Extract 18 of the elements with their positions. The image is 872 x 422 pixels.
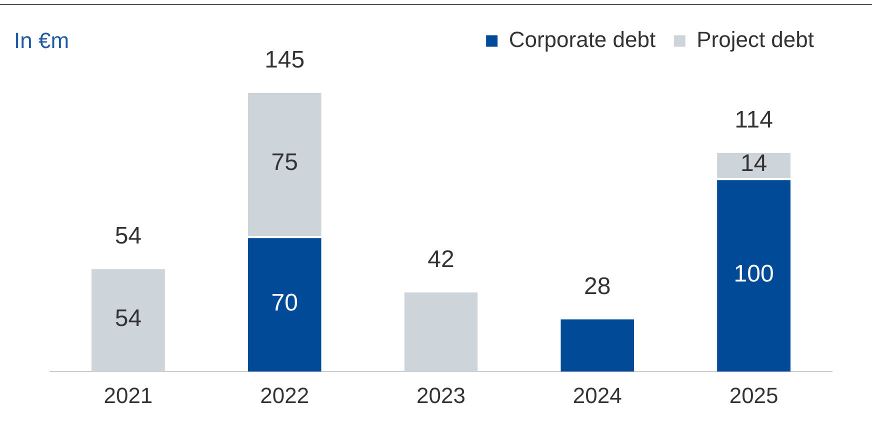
total-label: 28: [584, 273, 611, 300]
data-label: 14: [740, 150, 768, 178]
data-label: 70: [271, 290, 298, 316]
x-tick-label: 2022: [260, 382, 310, 408]
x-tick-label: 2023: [416, 382, 466, 408]
x-tick-label: 2025: [729, 382, 778, 408]
x-tick-label: 2024: [572, 382, 622, 408]
data-label: 75: [271, 149, 298, 176]
total-label: 145: [264, 46, 305, 74]
total-label: 114: [734, 106, 773, 134]
total-label: 54: [114, 222, 142, 250]
legend-label: Project debt: [696, 27, 814, 52]
total-label: 42: [428, 246, 454, 273]
legend-label: Corporate debt: [508, 27, 656, 52]
x-tick-label: 2021: [104, 382, 153, 408]
data-label: 100: [734, 260, 774, 288]
data-label: 54: [114, 304, 142, 332]
y-axis-title: In €m: [14, 28, 70, 54]
